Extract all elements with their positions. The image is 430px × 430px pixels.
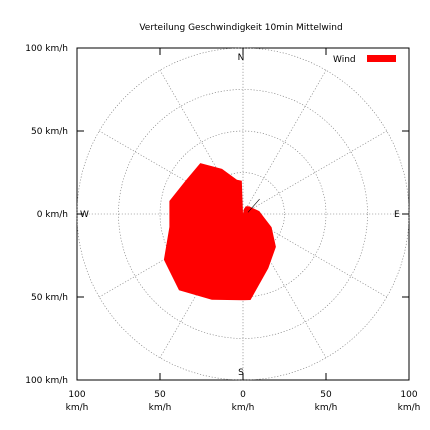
legend-label: Wind (333, 55, 356, 65)
compass-west: W (80, 210, 89, 220)
legend: Wind (333, 55, 396, 65)
x-axis-labels: 100 km/h 50 km/h 0 km/h 50 km/h 100 km/h (66, 390, 421, 413)
compass-north: N (238, 53, 245, 63)
grid-spoke (242, 130, 387, 215)
x-tick-label: 50 (320, 390, 332, 400)
grid-ring (118, 89, 368, 339)
x-tick-label: 100 (68, 390, 85, 400)
x-tick-unit: km/h (398, 403, 421, 413)
chart-title: Verteilung Geschwindigkeit 10min Mittelw… (139, 23, 342, 33)
y-tick-label: 0 km/h (37, 210, 68, 220)
wind-offset-line (247, 198, 260, 213)
y-tick-label: 100 km/h (25, 44, 68, 54)
y-tick-label: 50 km/h (31, 127, 68, 137)
y-tick-label: 50 km/h (31, 293, 68, 303)
axis-ticks (76, 47, 410, 381)
compass-east: E (394, 210, 400, 220)
legend-swatch (367, 55, 396, 62)
y-tick-label: 100 km/h (25, 376, 68, 386)
grid-spoke (242, 70, 327, 215)
x-tick-unit: km/h (149, 403, 172, 413)
x-tick-label: 100 (400, 390, 417, 400)
y-axis-labels: 100 km/h 50 km/h 0 km/h 50 km/h 100 km/h (25, 44, 68, 386)
x-tick-unit: km/h (315, 403, 338, 413)
wind-area (163, 163, 276, 301)
x-tick-unit: km/h (232, 403, 255, 413)
x-tick-label: 0 (240, 390, 246, 400)
compass-south: S (238, 368, 244, 378)
x-tick-unit: km/h (66, 403, 89, 413)
x-tick-label: 50 (154, 390, 166, 400)
